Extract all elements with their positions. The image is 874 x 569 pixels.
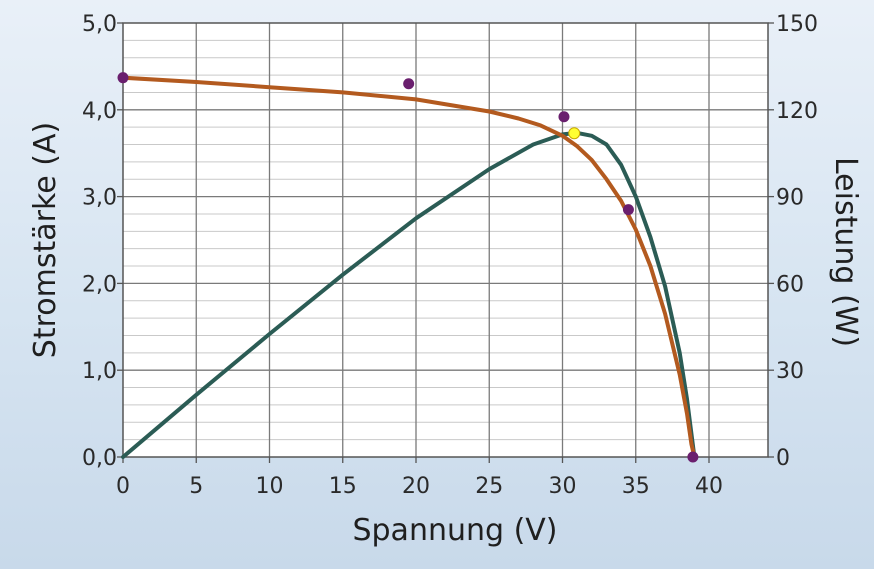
y-axis-ticks: 0,0 1,0 2,0 3,0 4,0 5,0	[82, 12, 123, 471]
x-tick-label: 20	[402, 474, 430, 499]
y-axis-label: Stromstärke (A)	[28, 122, 63, 358]
x-tick-label: 25	[475, 474, 503, 499]
y2-tick-label: 60	[776, 272, 804, 297]
measurement-point	[687, 451, 699, 463]
mpp-point	[568, 127, 581, 140]
y-tick-label: 1,0	[82, 359, 117, 384]
x-tick-label: 15	[329, 474, 357, 499]
x-tick-label: 30	[549, 474, 577, 499]
measurement-point	[558, 111, 570, 123]
power-curve	[121, 130, 697, 459]
x-tick-label: 40	[695, 474, 723, 499]
measurement-point	[117, 72, 129, 84]
y2-tick-label: 120	[776, 99, 818, 124]
y2-axis-ticks: 0 30 60 90 120 150	[768, 12, 818, 471]
y-tick-label: 4,0	[82, 99, 117, 124]
y2-tick-label: 90	[776, 186, 804, 211]
major-grid	[123, 23, 768, 457]
y2-tick-label: 150	[776, 12, 818, 37]
measurement-point	[622, 204, 634, 216]
plot-frame	[122, 22, 769, 458]
measurement-point	[403, 78, 415, 90]
y-tick-label: 2,0	[82, 272, 117, 297]
x-tick-label: 35	[622, 474, 650, 499]
measurement-points	[117, 72, 699, 463]
x-tick-label: 5	[189, 474, 203, 499]
x-axis-ticks: 0 5 10 15 20 25 30 35 40	[116, 457, 723, 499]
y2-tick-label: 30	[776, 359, 804, 384]
y-tick-label: 3,0	[82, 186, 117, 211]
y2-tick-label: 0	[776, 446, 790, 471]
x-tick-label: 10	[256, 474, 284, 499]
current-curve	[121, 75, 697, 459]
y-tick-label: 5,0	[82, 12, 117, 37]
mpp-point-group	[568, 127, 581, 140]
plot-area	[123, 23, 768, 457]
x-axis-label: Spannung (V)	[352, 513, 557, 548]
y2-axis-label: Leistung (W)	[828, 157, 863, 347]
y-tick-label: 0,0	[82, 446, 117, 471]
minor-grid	[123, 39, 768, 441]
x-tick-label: 0	[116, 474, 130, 499]
